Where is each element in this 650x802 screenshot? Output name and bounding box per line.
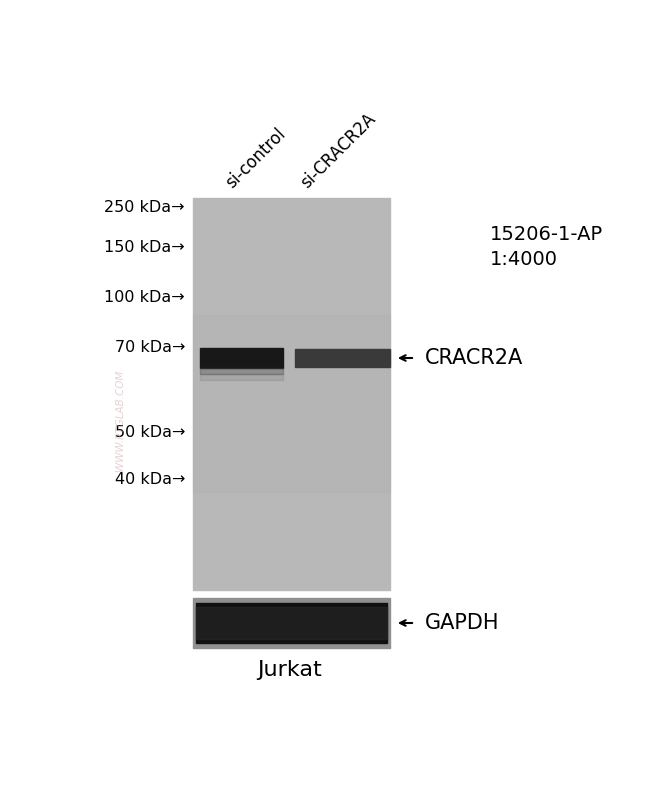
Text: CRACR2A: CRACR2A bbox=[425, 348, 523, 368]
Text: si-control: si-control bbox=[222, 125, 289, 192]
Text: GAPDH: GAPDH bbox=[425, 613, 499, 633]
Bar bbox=[193, 198, 390, 590]
Bar bbox=[196, 603, 387, 643]
Text: 70 kDa→: 70 kDa→ bbox=[114, 339, 185, 354]
Text: 100 kDa→: 100 kDa→ bbox=[105, 290, 185, 305]
Text: 15206-1-AP
1:4000: 15206-1-AP 1:4000 bbox=[490, 225, 603, 269]
Text: 40 kDa→: 40 kDa→ bbox=[114, 472, 185, 488]
Text: si-CRACR2A: si-CRACR2A bbox=[297, 110, 380, 192]
Text: 250 kDa→: 250 kDa→ bbox=[105, 200, 185, 214]
Bar bbox=[193, 315, 390, 492]
Bar bbox=[295, 349, 390, 367]
Bar bbox=[196, 607, 387, 639]
Text: WWW.PTGLAB.COM: WWW.PTGLAB.COM bbox=[115, 369, 125, 471]
Bar bbox=[193, 598, 390, 648]
Text: 150 kDa→: 150 kDa→ bbox=[105, 240, 185, 254]
Bar bbox=[200, 348, 283, 368]
Bar bbox=[200, 368, 283, 374]
Text: Jurkat: Jurkat bbox=[257, 660, 322, 680]
Text: 50 kDa→: 50 kDa→ bbox=[114, 426, 185, 440]
Bar bbox=[200, 374, 283, 380]
